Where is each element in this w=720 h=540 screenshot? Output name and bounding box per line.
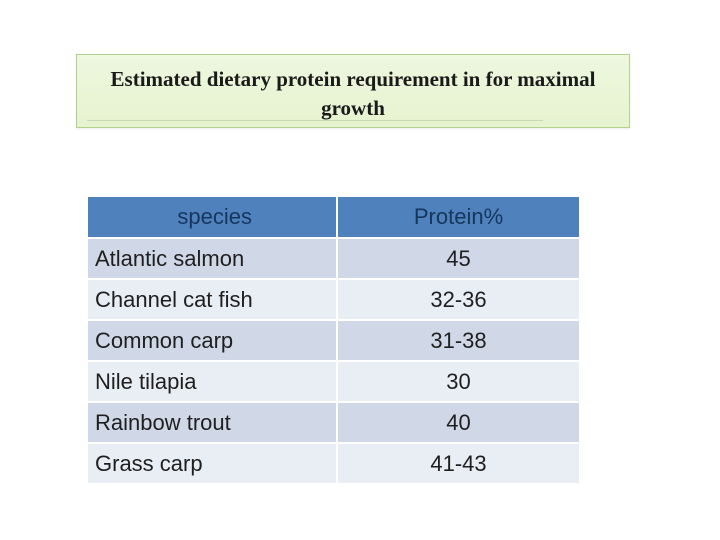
table-row: Atlantic salmon 45 bbox=[88, 237, 579, 279]
species-cell: Grass carp bbox=[88, 442, 338, 483]
header-protein: Protein% bbox=[337, 197, 579, 238]
protein-cell: 30 bbox=[337, 360, 579, 402]
table-row: Nile tilapia 30 bbox=[88, 360, 579, 402]
slide-title: Estimated dietary protein requirement in… bbox=[110, 67, 596, 120]
protein-cell: 32-36 bbox=[337, 278, 579, 320]
species-cell: Channel cat fish bbox=[88, 278, 338, 320]
protein-table: species Protein% Atlantic salmon 45 Chan… bbox=[88, 197, 579, 483]
table-row: Rainbow trout 40 bbox=[88, 401, 579, 443]
species-cell: Common carp bbox=[88, 319, 338, 361]
table-row: Grass carp 41-43 bbox=[88, 442, 579, 483]
title-underline bbox=[87, 120, 543, 121]
species-cell: Rainbow trout bbox=[88, 401, 338, 443]
table-row: Common carp 31-38 bbox=[88, 319, 579, 361]
protein-cell: 41-43 bbox=[337, 442, 579, 483]
species-cell: Atlantic salmon bbox=[88, 237, 338, 279]
protein-cell: 40 bbox=[337, 401, 579, 443]
table-row: Channel cat fish 32-36 bbox=[88, 278, 579, 320]
header-species: species bbox=[88, 197, 338, 238]
table-header-row: species Protein% bbox=[88, 197, 579, 238]
species-cell: Nile tilapia bbox=[88, 360, 338, 402]
protein-cell: 45 bbox=[337, 237, 579, 279]
protein-cell: 31-38 bbox=[337, 319, 579, 361]
title-box: Estimated dietary protein requirement in… bbox=[76, 54, 630, 128]
